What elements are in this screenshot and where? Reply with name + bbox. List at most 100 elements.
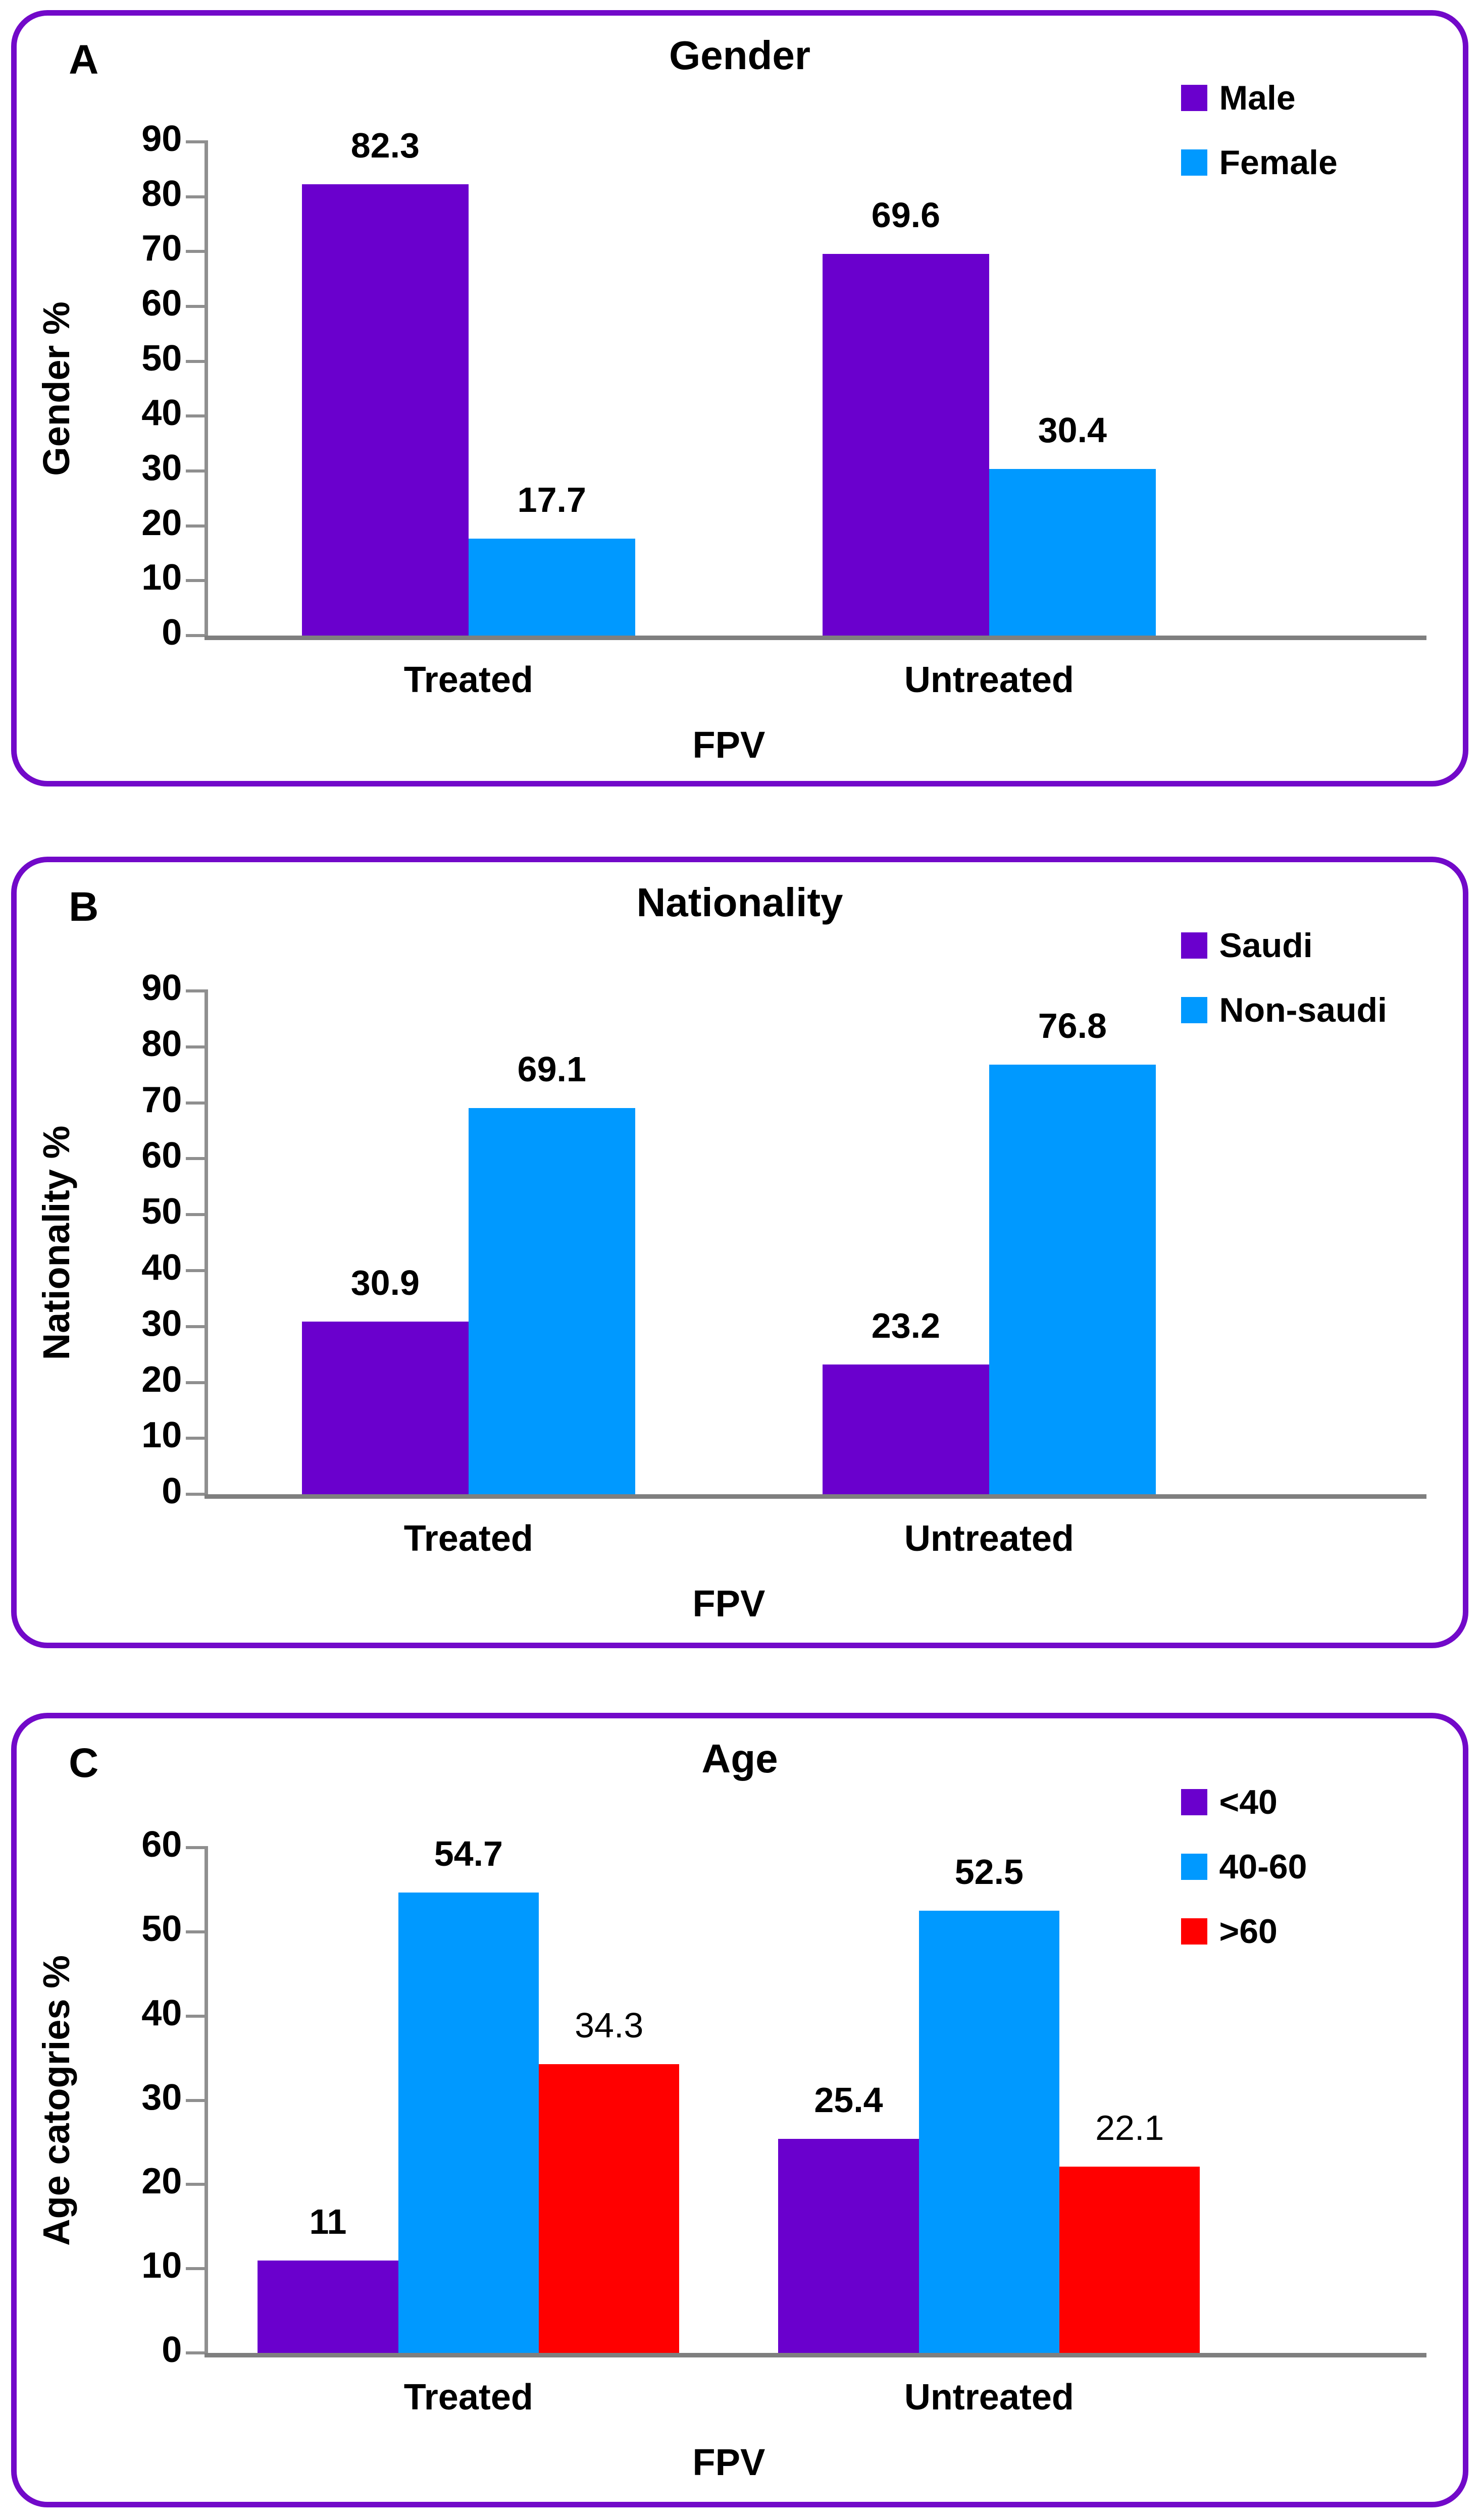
panel-age: C Age <40 40-60 >60 Age catogries % FPV 0 1… xyxy=(11,1713,1468,2507)
bar-series-1 xyxy=(989,1065,1156,1495)
y-tick-label: 70 xyxy=(141,1079,182,1120)
plot-area: Gender % FPV 0 10 20 30 40 50 60 70 80 90 Treated 8… xyxy=(35,121,1427,763)
y-tick-mark xyxy=(186,1381,209,1384)
category-label: Untreated xyxy=(904,2377,1074,2418)
legend-label: >60 xyxy=(1219,1912,1278,1951)
y-tick-mark xyxy=(186,305,209,308)
y-tick-mark xyxy=(186,414,209,418)
value-label: 82.3 xyxy=(350,125,420,165)
bar-series-1 xyxy=(468,1108,635,1495)
y-tick-label: 10 xyxy=(141,557,182,598)
chart-title: Gender xyxy=(669,33,811,78)
y-tick-label: 20 xyxy=(141,502,182,543)
y-tick-mark xyxy=(186,1846,209,1850)
y-axis-title: Age catogries % xyxy=(35,1955,78,2246)
legend: Saudi Non-saudi xyxy=(1181,928,1387,1027)
x-axis-title: FPV xyxy=(692,2441,765,2484)
y-tick-mark xyxy=(186,1157,209,1161)
legend-label: Male xyxy=(1219,78,1296,117)
legend-swatch-series-1 xyxy=(1181,997,1207,1024)
legend-item: >60 xyxy=(1181,1914,1307,1949)
value-label: 69.1 xyxy=(517,1049,586,1089)
panel-gender: A Gender Male Female Gender % FPV 0 10 20 30… xyxy=(11,10,1468,786)
y-tick-label: 60 xyxy=(141,1824,182,1865)
legend-item: Male xyxy=(1181,81,1338,115)
bar-series-1 xyxy=(398,1892,539,2353)
value-label: 30.4 xyxy=(1038,410,1107,450)
plot-area: Nationality % FPV 0 10 20 30 40 50 60 70 80 90 Tre… xyxy=(35,970,1427,1622)
value-label: 17.7 xyxy=(517,480,586,519)
y-tick-label: 50 xyxy=(141,1191,182,1232)
bar-series-1 xyxy=(468,538,635,636)
legend-label: <40 xyxy=(1219,1782,1278,1821)
legend-swatch-series-1 xyxy=(1181,149,1207,176)
legend-item: 40-60 xyxy=(1181,1850,1307,1884)
category-label: Untreated xyxy=(904,1518,1074,1559)
legend-swatch-series-0 xyxy=(1181,932,1207,959)
panel-letter: A xyxy=(69,36,99,83)
y-tick-mark xyxy=(186,469,209,473)
y-tick-label: 0 xyxy=(162,612,182,653)
y-tick-mark xyxy=(186,140,209,144)
category-label: Treated xyxy=(403,2377,533,2418)
bar-series-2 xyxy=(539,2064,680,2353)
y-tick-label: 60 xyxy=(141,1135,182,1176)
y-tick-mark xyxy=(186,1045,209,1048)
y-tick-label: 10 xyxy=(141,1415,182,1456)
y-tick-label: 30 xyxy=(141,1303,182,1344)
bar-series-0 xyxy=(301,1321,469,1495)
y-tick-mark xyxy=(186,2351,209,2355)
y-tick-label: 70 xyxy=(141,228,182,269)
y-tick-mark xyxy=(186,1437,209,1440)
y-tick-label: 20 xyxy=(141,1359,182,1400)
y-tick-label: 30 xyxy=(141,448,182,489)
legend-swatch-series-0 xyxy=(1181,84,1207,111)
y-tick-mark xyxy=(186,2267,209,2271)
y-tick-label: 90 xyxy=(141,119,182,160)
panel-letter: B xyxy=(69,883,99,930)
value-label: 25.4 xyxy=(814,2080,883,2120)
value-label: 34.3 xyxy=(575,2005,644,2045)
category-label: Untreated xyxy=(904,659,1074,700)
y-tick-label: 80 xyxy=(141,1024,182,1065)
y-tick-label: 20 xyxy=(141,2161,182,2202)
bar-series-0 xyxy=(822,253,989,636)
y-tick-mark xyxy=(186,1930,209,1933)
y-tick-mark xyxy=(186,250,209,253)
y-tick-label: 40 xyxy=(141,1247,182,1288)
category-label: Treated xyxy=(403,659,533,700)
bar-series-1 xyxy=(989,468,1156,636)
legend-item: Non-saudi xyxy=(1181,993,1387,1027)
panel-letter: C xyxy=(69,1740,99,1787)
y-tick-label: 90 xyxy=(141,968,182,1009)
legend-swatch-series-1 xyxy=(1181,1853,1207,1880)
value-label: 76.8 xyxy=(1038,1006,1107,1046)
y-tick-mark xyxy=(186,989,209,993)
legend-swatch-series-0 xyxy=(1181,1789,1207,1815)
legend-swatch-series-2 xyxy=(1181,1918,1207,1945)
y-tick-label: 80 xyxy=(141,174,182,215)
value-label: 11 xyxy=(309,2201,347,2241)
legend-item: Saudi xyxy=(1181,928,1387,963)
y-axis-title: Gender % xyxy=(35,301,78,476)
legend-label: Saudi xyxy=(1219,926,1313,965)
y-tick-label: 50 xyxy=(141,338,182,379)
bar-series-1 xyxy=(918,1911,1060,2353)
chart-title: Nationality xyxy=(636,880,843,925)
legend: Male Female xyxy=(1181,81,1338,180)
y-tick-mark xyxy=(186,1325,209,1328)
legend-label: 40-60 xyxy=(1219,1847,1307,1886)
y-tick-mark xyxy=(186,359,209,363)
legend-item: <40 xyxy=(1181,1785,1307,1819)
chart-title: Age xyxy=(701,1736,778,1781)
y-tick-mark xyxy=(186,2183,209,2186)
value-label: 52.5 xyxy=(954,1852,1024,1892)
bar-series-0 xyxy=(778,2139,919,2353)
bar-series-2 xyxy=(1059,2167,1200,2353)
value-label: 22.1 xyxy=(1095,2108,1164,2148)
value-label: 54.7 xyxy=(434,1833,503,1873)
y-tick-mark xyxy=(186,1213,209,1217)
value-label: 23.2 xyxy=(871,1306,941,1346)
legend-label: Female xyxy=(1219,143,1338,182)
